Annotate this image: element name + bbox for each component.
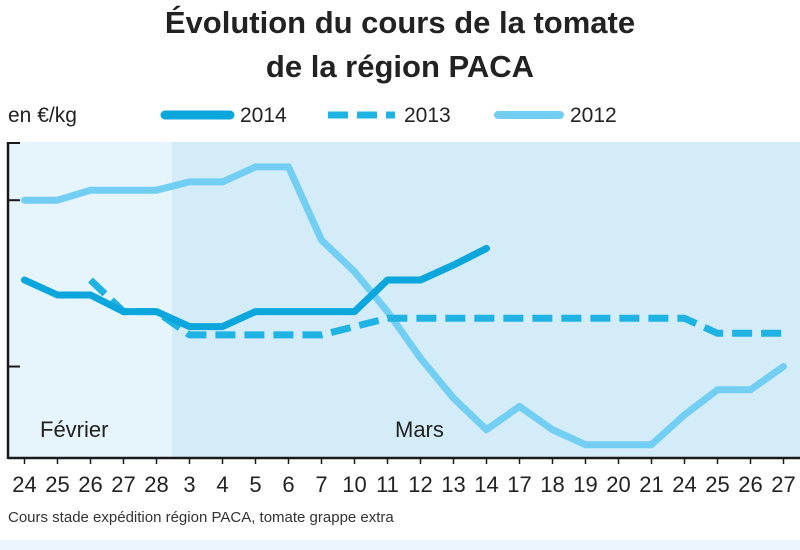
x-tick-label: 28 [144, 472, 168, 497]
source-note: Cours stade expédition région PACA, toma… [8, 509, 394, 526]
series-line-2013 [88, 277, 784, 339]
panel-mars [172, 142, 800, 458]
bottom-band [0, 540, 800, 550]
y-unit-label: en €/kg [8, 104, 77, 127]
x-tick-label: 24 [12, 472, 36, 497]
legend-label-2014: 2014 [240, 104, 287, 127]
month-label-fevrier: Février [40, 417, 108, 442]
x-tick-label: 26 [78, 472, 102, 497]
x-tick-label: 6 [282, 472, 294, 497]
x-tick-label: 25 [45, 472, 69, 497]
x-tick-label: 7 [315, 472, 327, 497]
x-tick-label: 27 [771, 472, 795, 497]
x-axis-tick-labels: 24 25 26 27 28 3 4 5 6 7 10 11 12 13 14 17 18 19 20 21 24 25 2… [12, 472, 795, 497]
series-layer [21, 163, 787, 449]
x-tick-label: 14 [474, 472, 498, 497]
x-tick-label: 24 [672, 472, 696, 497]
x-tick-label: 21 [639, 472, 663, 497]
legend-label-2013: 2013 [404, 104, 451, 127]
series-line-2012 [21, 163, 787, 449]
x-tick-label: 19 [573, 472, 597, 497]
series-line-2014 [21, 244, 490, 331]
legend-label-2012: 2012 [570, 104, 617, 127]
x-tick-label: 17 [507, 472, 531, 497]
panel-fevrier [8, 142, 172, 458]
chart-title-line-1: Évolution du cours de la tomate [165, 5, 635, 40]
x-tick-label: 13 [441, 472, 465, 497]
month-label-mars: Mars [395, 417, 444, 442]
x-tick-label: 11 [376, 472, 399, 497]
x-tick-label: 5 [249, 472, 261, 497]
chart-title-line-2: de la région PACA [266, 49, 534, 84]
x-tick-label: 27 [111, 472, 135, 497]
x-tick-label: 25 [705, 472, 729, 497]
x-tick-label: 12 [408, 472, 432, 497]
x-tick-label: 4 [216, 472, 228, 497]
x-tick-label: 26 [738, 472, 762, 497]
x-tick-label: 20 [606, 472, 630, 497]
x-tick-label: 10 [342, 472, 366, 497]
axes [6, 142, 800, 464]
x-tick-label: 3 [183, 472, 195, 497]
x-tick-label: 18 [540, 472, 564, 497]
legend: 2014 2013 2012 [160, 104, 617, 127]
